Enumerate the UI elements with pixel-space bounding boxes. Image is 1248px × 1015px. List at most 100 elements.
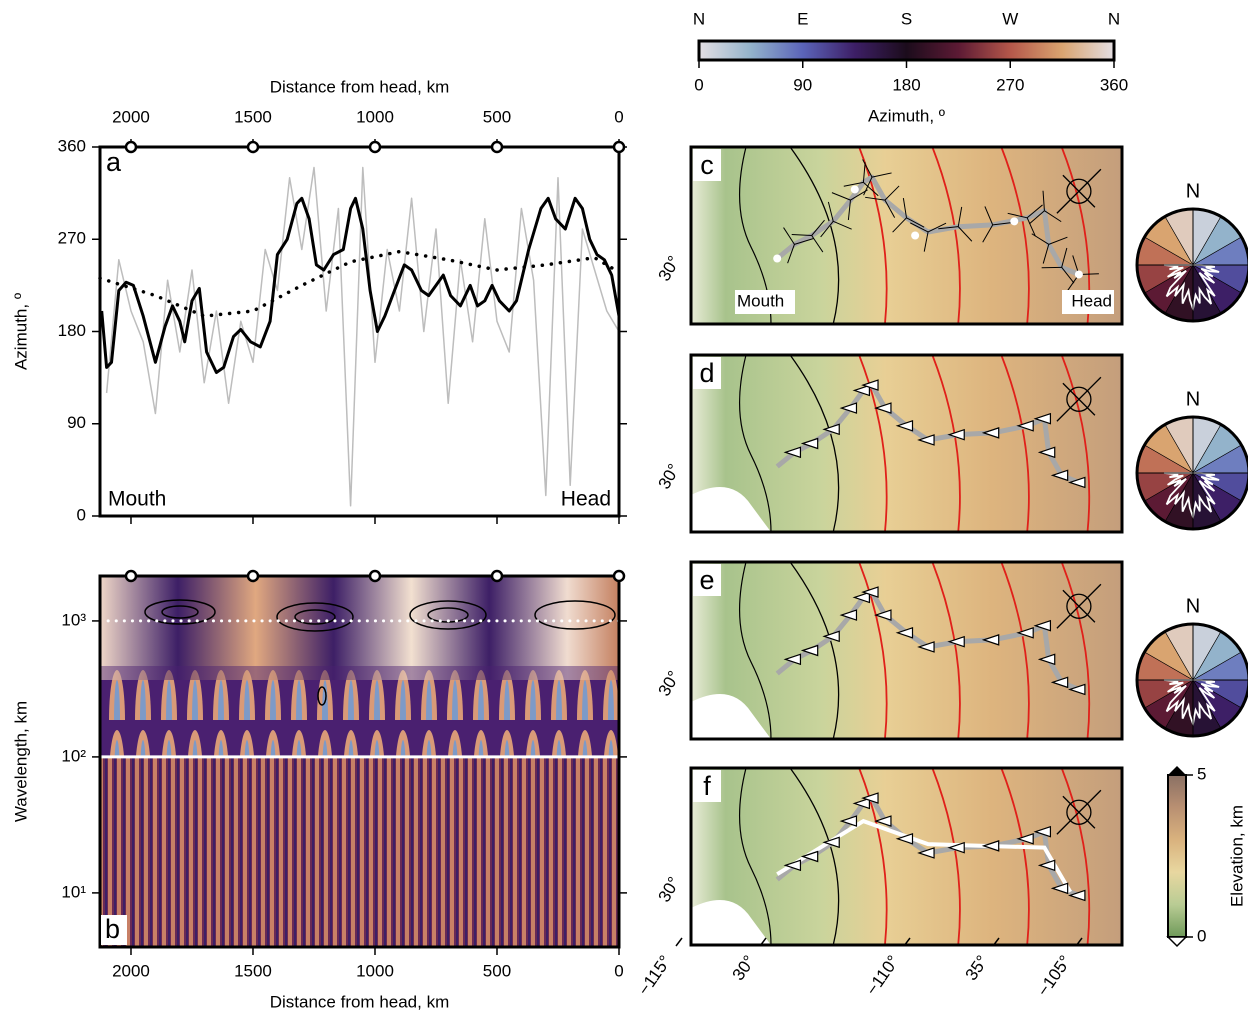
x-tick-label: 2000 — [112, 107, 150, 126]
isoline — [858, 561, 888, 740]
lon-tick — [759, 937, 767, 947]
coastline — [738, 354, 772, 533]
x-axis-title: Distance from head, km — [270, 992, 450, 1011]
azimuth-arrow — [783, 227, 795, 245]
isoline — [1060, 767, 1091, 946]
x-tick-label: 1500 — [234, 107, 272, 126]
panel-label: c — [700, 150, 714, 180]
azimuth-arrow — [906, 217, 925, 228]
azimuth-arrow — [927, 222, 947, 233]
direction-triangle — [852, 384, 870, 397]
colorbar-tick-label: 180 — [892, 75, 920, 94]
compass — [1066, 178, 1092, 204]
direction-triangle — [839, 609, 858, 621]
distance-marker — [246, 569, 260, 583]
map-frame — [689, 560, 1124, 741]
map-frame — [689, 145, 1124, 326]
isoline — [858, 146, 888, 325]
y-tick-label: 0 — [77, 505, 86, 524]
rose-histogram — [1163, 264, 1220, 313]
y-tick-label: 180 — [58, 321, 86, 340]
terrain — [691, 768, 1122, 945]
river-point — [911, 231, 920, 240]
label-box — [693, 357, 721, 389]
compass — [1066, 593, 1092, 619]
direction-triangle — [861, 379, 879, 391]
azimuth-arrow — [1061, 247, 1068, 268]
rose-histogram — [1163, 472, 1220, 521]
direction-triangle — [1016, 419, 1034, 432]
colorbar — [1167, 774, 1187, 938]
azimuth-arrow — [1061, 267, 1075, 284]
direction-triangle — [852, 797, 870, 810]
direction-triangle — [822, 423, 840, 436]
direction-triangle — [917, 434, 935, 446]
azimuth-arrow — [982, 224, 994, 243]
x-tick-label: 500 — [483, 107, 511, 126]
azimuth-arrow — [831, 192, 851, 201]
direction-triangle — [839, 815, 858, 827]
azimuth-arrow — [1044, 210, 1062, 223]
compass — [1062, 382, 1096, 416]
direction-triangle — [917, 641, 935, 653]
colorbar-end — [1166, 936, 1188, 948]
panel-label: a — [106, 147, 122, 177]
direction-triangle — [783, 446, 802, 459]
azimuth-arrow — [811, 235, 824, 253]
lon-tick — [675, 937, 683, 947]
x-tick-label: 500 — [483, 961, 511, 980]
azimuth-arrow — [938, 226, 959, 230]
river-point — [1010, 217, 1019, 226]
colorbar-title: Azimuth, º — [868, 106, 945, 125]
direction-triangle — [1037, 859, 1056, 872]
direction-triangle — [852, 591, 870, 604]
rose-histogram — [1163, 679, 1220, 728]
azimuth-arrow — [923, 231, 929, 252]
direction-triangle — [895, 626, 914, 639]
x-tick-label: 0 — [614, 107, 623, 126]
label-box — [693, 770, 721, 802]
x-tick-label: 1000 — [356, 961, 394, 980]
colorbar-tick-label: 5 — [1197, 764, 1206, 783]
map-frame — [689, 766, 1124, 947]
isoline — [931, 354, 961, 533]
panel-label: f — [703, 771, 711, 801]
map-label: Head — [1071, 291, 1112, 310]
isoline — [1060, 354, 1091, 533]
direction-triangle — [1050, 469, 1069, 482]
direction-triangle — [783, 653, 802, 666]
plot-frame — [98, 574, 621, 949]
compass — [1062, 589, 1096, 623]
azimuth-arrow — [871, 172, 892, 178]
direction-label: N — [1108, 9, 1120, 28]
lat-label: 30° — [654, 253, 683, 285]
label-box — [735, 290, 795, 314]
azimuth-arrow — [957, 226, 973, 242]
lon-tick — [903, 937, 911, 947]
direction-triangle — [895, 419, 914, 432]
lat-label: 30° — [654, 668, 683, 700]
azimuth-arrow — [863, 176, 873, 196]
direction-triangle — [783, 859, 802, 872]
direction-triangle — [917, 847, 935, 859]
plot-frame — [98, 145, 621, 518]
direction-label: E — [797, 9, 808, 28]
y-axis-title: Wavelength, km — [11, 701, 30, 822]
map-panel: e 30° N — [654, 560, 1248, 741]
river-point — [850, 185, 859, 194]
direction-triangle — [800, 850, 819, 863]
y-tick-label: 90 — [67, 413, 86, 432]
azimuth-arrow — [847, 200, 851, 221]
azimuth-arrow — [843, 181, 864, 187]
isoline — [1060, 561, 1091, 740]
distance-marker — [124, 569, 138, 583]
lon-tick — [1075, 937, 1083, 947]
map-frame — [689, 353, 1124, 534]
direction-triangle — [1068, 889, 1086, 902]
isoline — [1000, 146, 1030, 325]
lon-label: −115° — [634, 952, 675, 999]
x-tick-label: 2000 — [112, 961, 150, 980]
y-tick-label: 10¹ — [61, 882, 86, 901]
terrain — [691, 562, 1122, 739]
